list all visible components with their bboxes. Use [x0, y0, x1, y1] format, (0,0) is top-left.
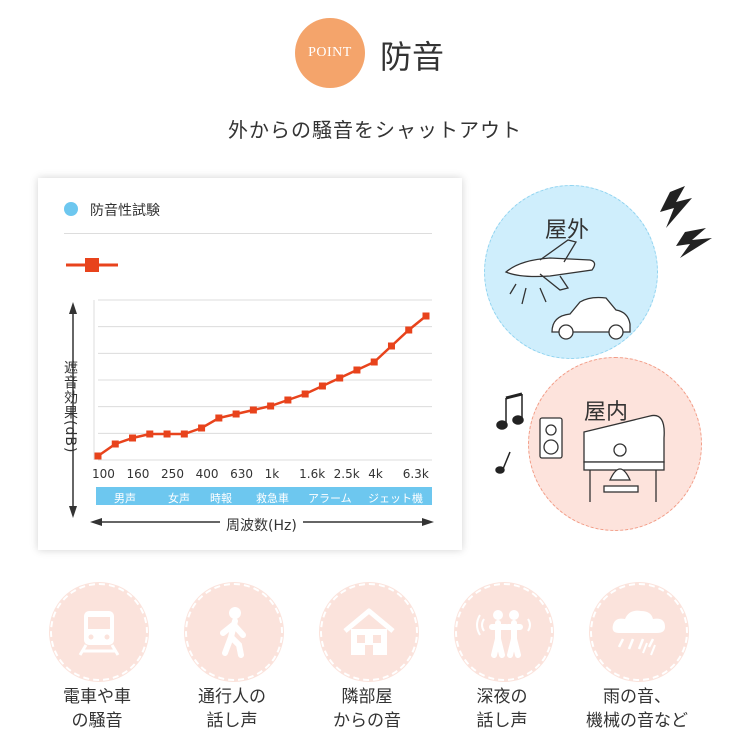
- sound-category-label: 男声: [114, 492, 136, 505]
- y-arrow-up-icon: [69, 302, 77, 314]
- icon-label: 雨の音、機械の音など: [567, 685, 707, 733]
- data-point: [94, 452, 102, 460]
- data-point: [353, 366, 361, 374]
- x-arrow-left-icon: [90, 518, 102, 526]
- chart-series: [94, 312, 430, 460]
- data-point: [111, 440, 119, 448]
- x-tick-label: 250: [161, 467, 184, 481]
- data-point: [215, 414, 223, 422]
- icon-label: 通行人の 話し声: [162, 685, 302, 733]
- talking-people-icon: [455, 583, 553, 681]
- x-tick-label: 630: [230, 467, 253, 481]
- x-tick-label: 100: [92, 467, 115, 481]
- train-icon: [50, 583, 148, 681]
- pedestrian-icon-graphic: [220, 607, 246, 658]
- car-icon: [551, 296, 631, 340]
- x-tick-label: 400: [195, 467, 219, 481]
- outdoor-label: 屋外: [545, 218, 590, 243]
- indoor-label: 屋内: [584, 400, 629, 425]
- page-subtitle: 外からの騒音をシャットアウト: [228, 118, 522, 142]
- icon-label-line: 深夜の: [476, 687, 528, 707]
- sound-category-label: 救急車: [256, 492, 289, 505]
- data-point: [146, 430, 154, 438]
- data-point: [129, 434, 137, 442]
- icon-label: 深夜の 話し声: [432, 685, 572, 733]
- x-arrow-right-icon: [422, 518, 434, 526]
- data-point: [387, 342, 395, 350]
- icon-label: 電車や車 の騒音: [27, 685, 167, 733]
- icon-label-line: 通行人の: [198, 687, 266, 707]
- icon-label-line: 電車や車: [63, 687, 131, 707]
- house-icon-graphic: [343, 608, 395, 655]
- sound-category-label: ジェット機: [368, 492, 423, 505]
- icon-label-line: 話し声: [206, 711, 258, 731]
- data-point: [301, 390, 309, 398]
- data-point: [180, 430, 188, 438]
- icon-label-line: の騒音: [71, 711, 123, 731]
- sound-category-label: 女声: [168, 492, 190, 505]
- data-point: [232, 410, 240, 418]
- lightning-icon: [660, 186, 692, 228]
- icon-label-line: 話し声: [476, 711, 528, 731]
- sound-category-label: 時報: [210, 492, 232, 505]
- sound-category-band: [96, 487, 432, 505]
- x-axis-label: 周波数(Hz): [220, 515, 303, 535]
- icon-label-line: 雨の音、: [603, 687, 671, 707]
- music-note-icon: [495, 392, 524, 474]
- line-chart: [66, 258, 434, 526]
- legend-series-marker: [85, 258, 99, 272]
- x-tick-label: 4k: [368, 467, 383, 481]
- y-axis-label: 遮音効果(dB): [62, 360, 78, 454]
- x-tick-label: 1k: [264, 467, 280, 481]
- point-badge: POINT: [295, 18, 365, 88]
- x-tick-label: 160: [126, 467, 150, 481]
- icon-label: 隣部屋 からの音: [297, 685, 437, 733]
- train-icon-graphic: [78, 611, 120, 656]
- talking-people-icon-graphic: [476, 610, 531, 658]
- legend-test-label: 防音性試験: [90, 203, 160, 219]
- rain-cloud-icon: [590, 583, 688, 681]
- data-point: [198, 424, 206, 432]
- legend-dot-icon: [64, 202, 78, 216]
- data-point: [284, 396, 292, 404]
- x-tick-label: 2.5k: [333, 467, 360, 481]
- data-point: [405, 326, 413, 334]
- icon-label-line: 機械の音など: [586, 711, 688, 731]
- airplane-icon: [504, 239, 596, 305]
- x-tick-label: 1.6k: [299, 467, 326, 481]
- icon-label-line: 隣部屋: [341, 687, 393, 707]
- lightning-icon: [676, 228, 712, 258]
- data-point: [422, 312, 430, 320]
- pedestrian-icon: [185, 583, 283, 681]
- page-title: 防音: [380, 38, 445, 76]
- noise-illustration: [495, 186, 712, 502]
- data-point: [336, 374, 344, 382]
- data-point: [370, 358, 378, 366]
- sound-category-label: アラーム: [308, 492, 352, 505]
- y-arrow-down-icon: [69, 506, 77, 518]
- rain-cloud-icon-graphic: [612, 610, 665, 656]
- speaker-icon: [539, 417, 563, 459]
- piano-icon: [583, 414, 665, 502]
- data-point: [163, 430, 171, 438]
- icon-label-line: からの音: [333, 711, 401, 731]
- data-point: [318, 382, 326, 390]
- data-point: [249, 406, 257, 414]
- legend-divider: [64, 233, 432, 234]
- x-tick-label: 6.3k: [402, 467, 429, 481]
- data-point: [267, 402, 275, 410]
- house-icon: [320, 583, 418, 681]
